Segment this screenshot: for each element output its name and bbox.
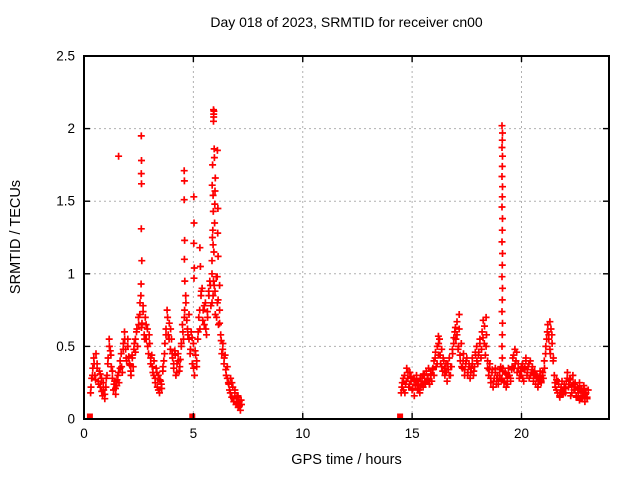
zero-value-marker [86,413,93,420]
x-tick-label: 15 [405,426,420,441]
y-tick-label: 1 [67,266,75,281]
y-tick-label: 0 [67,412,75,427]
y-tick-label: 2 [67,121,75,136]
x-axis-label: GPS time / hours [291,452,402,468]
y-tick-label: 2.5 [56,49,75,64]
zero-value-marker [189,413,196,420]
x-tick-label: 5 [190,426,198,441]
chart-title: Day 018 of 2023, SRMTID for receiver cn0… [210,14,483,30]
y-tick-labels: 0 0.5 1 1.5 2 2.5 [56,49,75,427]
data-points [86,106,592,420]
x-tick-label: 20 [514,426,529,441]
x-tick-label: 0 [80,426,88,441]
zero-value-marker [397,413,404,420]
y-tick-label: 1.5 [56,194,75,209]
y-tick-label: 0.5 [56,339,75,354]
tick-marks [83,55,609,420]
grid-lines [84,56,609,419]
x-tick-label: 10 [295,426,310,441]
plot-frame [83,55,610,420]
x-tick-labels: 0 5 10 15 20 [80,426,529,441]
